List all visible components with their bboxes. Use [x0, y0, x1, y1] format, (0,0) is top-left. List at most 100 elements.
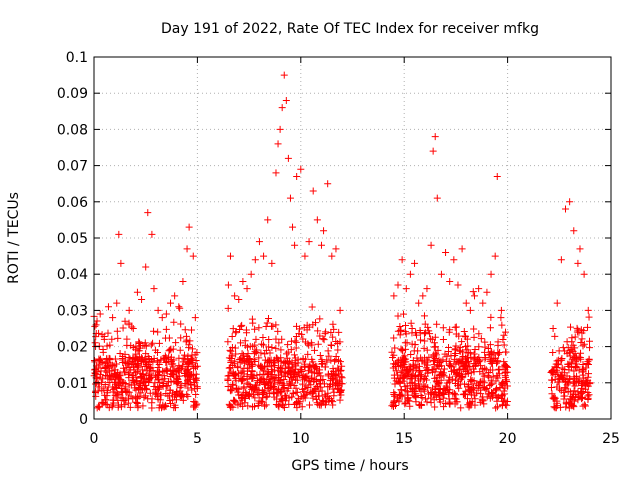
background-point [193, 362, 201, 370]
data-point [272, 169, 280, 177]
background-point [138, 374, 146, 382]
background-point [240, 364, 248, 372]
background-point [150, 327, 158, 335]
data-point [255, 238, 263, 246]
background-point [142, 362, 150, 370]
background-point [179, 396, 187, 404]
background-point [294, 359, 302, 367]
background-point [334, 340, 342, 348]
background-point [257, 349, 265, 357]
background-point [132, 398, 140, 406]
background-point [564, 379, 572, 387]
background-point [401, 339, 409, 347]
background-point [165, 347, 173, 355]
background-point [116, 350, 124, 357]
background-point [585, 370, 593, 378]
data-point [191, 314, 199, 322]
data-point [167, 299, 175, 307]
background-point [172, 367, 180, 375]
background-point [397, 369, 405, 377]
background-point [553, 383, 561, 391]
data-point [247, 270, 255, 278]
background-point [447, 352, 455, 360]
x-tick-label: 5 [193, 431, 202, 447]
background-point [497, 314, 505, 322]
background-point [251, 394, 259, 402]
data-point [491, 252, 499, 260]
background-point [451, 380, 459, 388]
data-point [442, 248, 450, 256]
background-point [390, 390, 398, 398]
background-point [298, 368, 306, 376]
background-point [288, 393, 296, 401]
background-point [456, 343, 464, 351]
background-point [321, 363, 329, 371]
background-point [171, 401, 179, 409]
background-point [399, 358, 407, 366]
background-point [224, 338, 232, 346]
background-point [157, 356, 165, 364]
background-point [253, 346, 261, 354]
background-point [148, 404, 156, 412]
background-point [566, 375, 574, 383]
background-point [133, 355, 141, 363]
background-point [261, 356, 269, 364]
background-point [229, 403, 237, 411]
background-point [399, 373, 407, 381]
background-point [568, 345, 576, 353]
background-point [469, 288, 477, 296]
background-point [258, 340, 266, 348]
background-point [155, 361, 163, 369]
background-point [247, 371, 255, 379]
background-point [440, 385, 448, 393]
background-point [166, 373, 174, 381]
data-point [142, 263, 150, 271]
background-point [224, 304, 232, 312]
background-point [332, 371, 340, 379]
background-point [261, 381, 269, 389]
x-tick-label: 10 [292, 431, 310, 447]
background-point [154, 385, 162, 393]
data-point [133, 288, 141, 296]
background-point [436, 371, 444, 379]
data-point [411, 259, 419, 267]
data-point [324, 180, 332, 188]
background-point [503, 401, 511, 409]
background-point [485, 373, 493, 381]
background-point [549, 369, 557, 377]
background-point [143, 386, 151, 394]
data-point [278, 104, 286, 112]
background-point [404, 395, 412, 403]
background-point [477, 390, 485, 398]
background-point [460, 327, 468, 335]
background-point [147, 341, 155, 349]
background-point [556, 372, 564, 380]
background-point [462, 342, 470, 350]
background-point [127, 392, 135, 400]
background-point [95, 383, 103, 391]
background-point [439, 336, 447, 344]
background-point [583, 359, 591, 367]
background-point [479, 377, 487, 385]
chart-title: Day 191 of 2022, Rate Of TEC Index for r… [161, 21, 539, 37]
background-point [481, 364, 489, 372]
data-point [497, 306, 505, 314]
data-point [580, 270, 588, 278]
background-point [239, 402, 247, 410]
data-point [235, 296, 243, 304]
background-point [567, 396, 575, 404]
background-point [306, 401, 314, 409]
background-point [262, 322, 270, 330]
background-point [293, 376, 301, 384]
background-point [486, 341, 494, 349]
background-point [139, 402, 147, 410]
background-point [272, 344, 280, 352]
background-point [259, 398, 267, 406]
background-point [178, 393, 186, 401]
background-point [452, 360, 460, 368]
background-point [431, 403, 439, 411]
background-point [501, 369, 509, 377]
background-point [571, 397, 579, 405]
data-point [297, 165, 305, 173]
